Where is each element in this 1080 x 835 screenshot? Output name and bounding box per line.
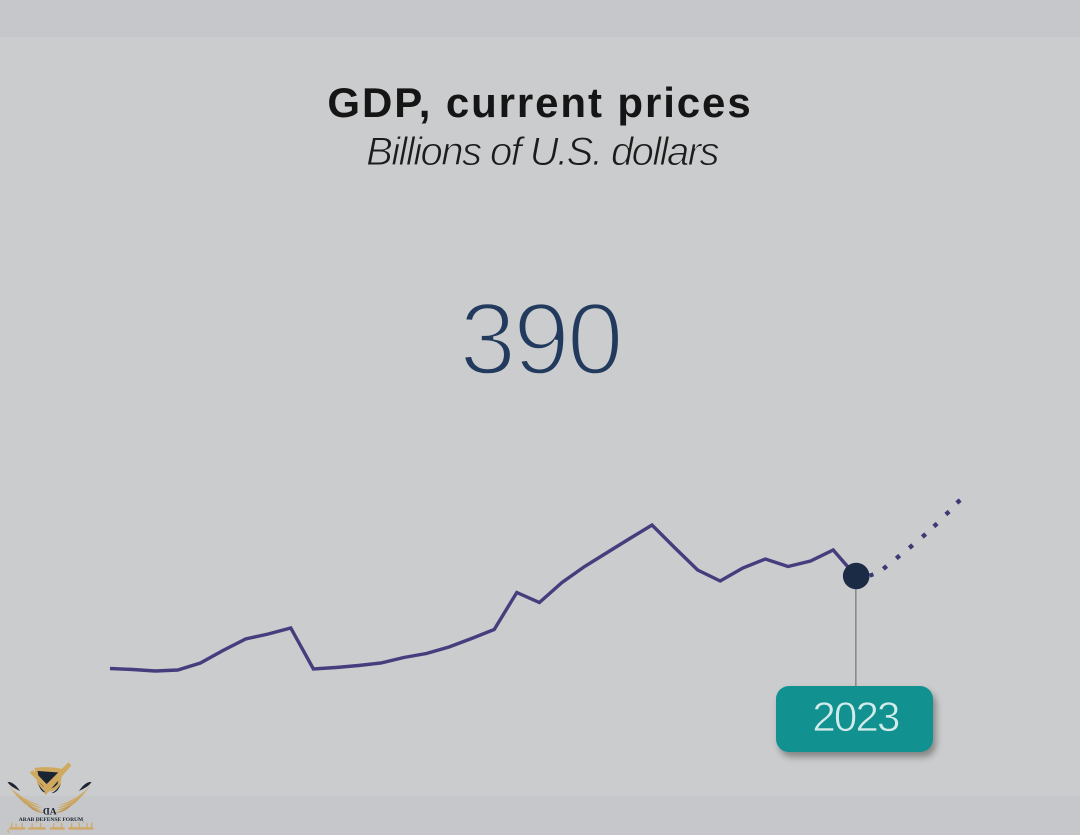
svg-text:D: D [43, 808, 50, 818]
svg-text:A: A [50, 808, 57, 818]
svg-text:ARAB DEFENSE FORUM: ARAB DEFENSE FORUM [19, 817, 84, 823]
